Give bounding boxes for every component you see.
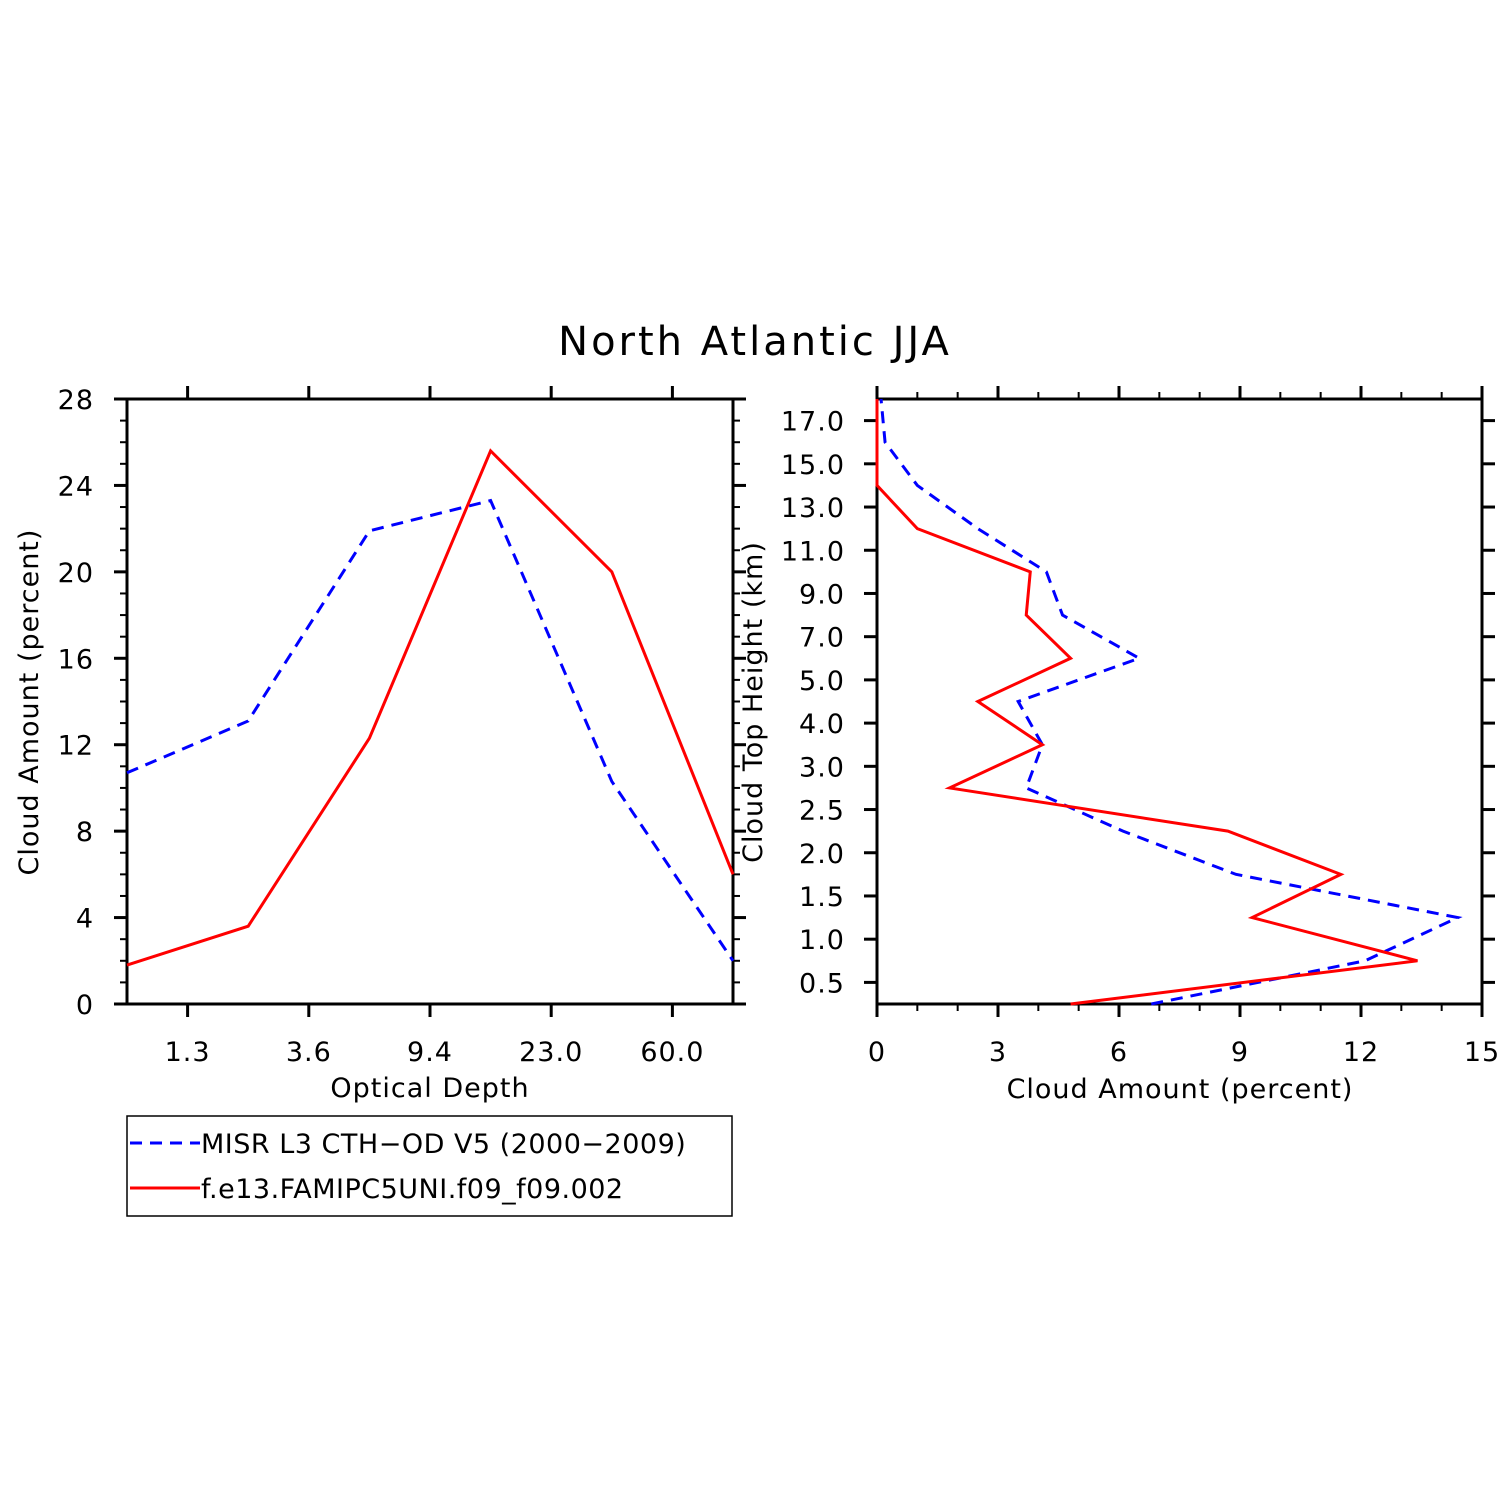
right-x-tick-label: 12: [1343, 1037, 1379, 1068]
left-y-tick-label: 8: [76, 817, 94, 848]
left-y-tick-label: 16: [58, 644, 94, 675]
right-y-axis-label: Cloud Top Height (km): [738, 541, 769, 863]
right-x-tick-label: 15: [1464, 1037, 1500, 1068]
right-plot-frame: [875, 397, 1484, 1006]
right-y-tick-label: 15.0: [781, 450, 845, 481]
legend-box: [126, 1115, 733, 1217]
right-y-tick-label: 5.0: [799, 666, 845, 697]
right-x-tick-label: 3: [989, 1037, 1007, 1068]
right-series-lines: [875, 398, 1463, 1006]
left-y-tick-label: 20: [58, 558, 94, 589]
right-y-tick-label: 1.0: [799, 925, 845, 956]
right-y-tick-label: 4.0: [799, 709, 845, 740]
right-y-tick-label: 2.0: [799, 839, 845, 870]
left-x-tick-label: 1.3: [165, 1037, 211, 1068]
right-series-line-obs: [879, 398, 1463, 1006]
left-y-tick-label: 4: [76, 904, 94, 935]
right-y-tick-label: 2.5: [799, 796, 845, 827]
right-x-tick-label: 9: [1231, 1037, 1249, 1068]
left-y-tick-label: 24: [58, 471, 94, 502]
cloud-top-height-panel: 0 3 6 9 12 15 0.5 1.0 1.5 2.0 2.5 3.0 4.0 5.0 7.0 9.0 11…: [738, 386, 1500, 1105]
left-y-axis-label: Cloud Amount (percent): [14, 529, 45, 876]
left-x-axis-label: Optical Depth: [330, 1073, 529, 1104]
left-series-line-model: [126, 448, 735, 967]
left-x-tick-label: 23.0: [519, 1037, 583, 1068]
right-series-line-model: [875, 399, 1418, 1006]
right-x-axis-label: Cloud Amount (percent): [1007, 1074, 1354, 1105]
right-y-tick-label: 0.5: [799, 968, 845, 999]
left-y-tick-label: 12: [58, 731, 94, 762]
optical-depth-panel: 0 4 8 12 16 20 24 28 1.3 3.6 9.4 23.0 60.0 Optical D…: [14, 385, 746, 1104]
right-y-tick-label: 3.0: [799, 752, 845, 783]
left-x-tick-label: 3.6: [286, 1037, 332, 1068]
left-series-line-obs: [126, 498, 735, 962]
right-axis-ticks: 0 3 6 9 12 15 0.5 1.0 1.5 2.0 2.5 3.0 4.0 5.0 7.0 9.0 11…: [781, 386, 1500, 1068]
right-y-tick-label: 9.0: [799, 579, 845, 610]
right-y-tick-label: 1.5: [799, 882, 845, 913]
legend-label-obs: MISR L3 CTH−OD V5 (2000−2009): [201, 1129, 686, 1160]
legend-label-model: f.e13.FAMIPC5UNI.f09_f09.002: [201, 1174, 624, 1205]
left-plot-frame: [125, 397, 735, 1006]
right-y-tick-label: 17.0: [781, 407, 845, 438]
right-y-tick-label: 7.0: [799, 623, 845, 654]
left-series-lines: [126, 448, 735, 967]
left-y-tick-label: 28: [58, 385, 94, 416]
right-x-tick-label: 0: [868, 1037, 886, 1068]
left-x-tick-label: 9.4: [407, 1037, 453, 1068]
chart-title: North Atlantic JJA: [558, 319, 952, 365]
left-y-tick-label: 0: [76, 990, 94, 1021]
left-axis-ticks: 0 4 8 12 16 20 24 28 1.3 3.6 9.4 23.0 60.0: [58, 385, 746, 1068]
left-x-tick-label: 60.0: [640, 1037, 704, 1068]
right-y-tick-label: 11.0: [781, 536, 845, 567]
right-x-tick-label: 6: [1110, 1037, 1128, 1068]
legend: MISR L3 CTH−OD V5 (2000−2009) f.e13.FAMI…: [126, 1115, 733, 1217]
right-y-tick-label: 13.0: [781, 493, 845, 524]
